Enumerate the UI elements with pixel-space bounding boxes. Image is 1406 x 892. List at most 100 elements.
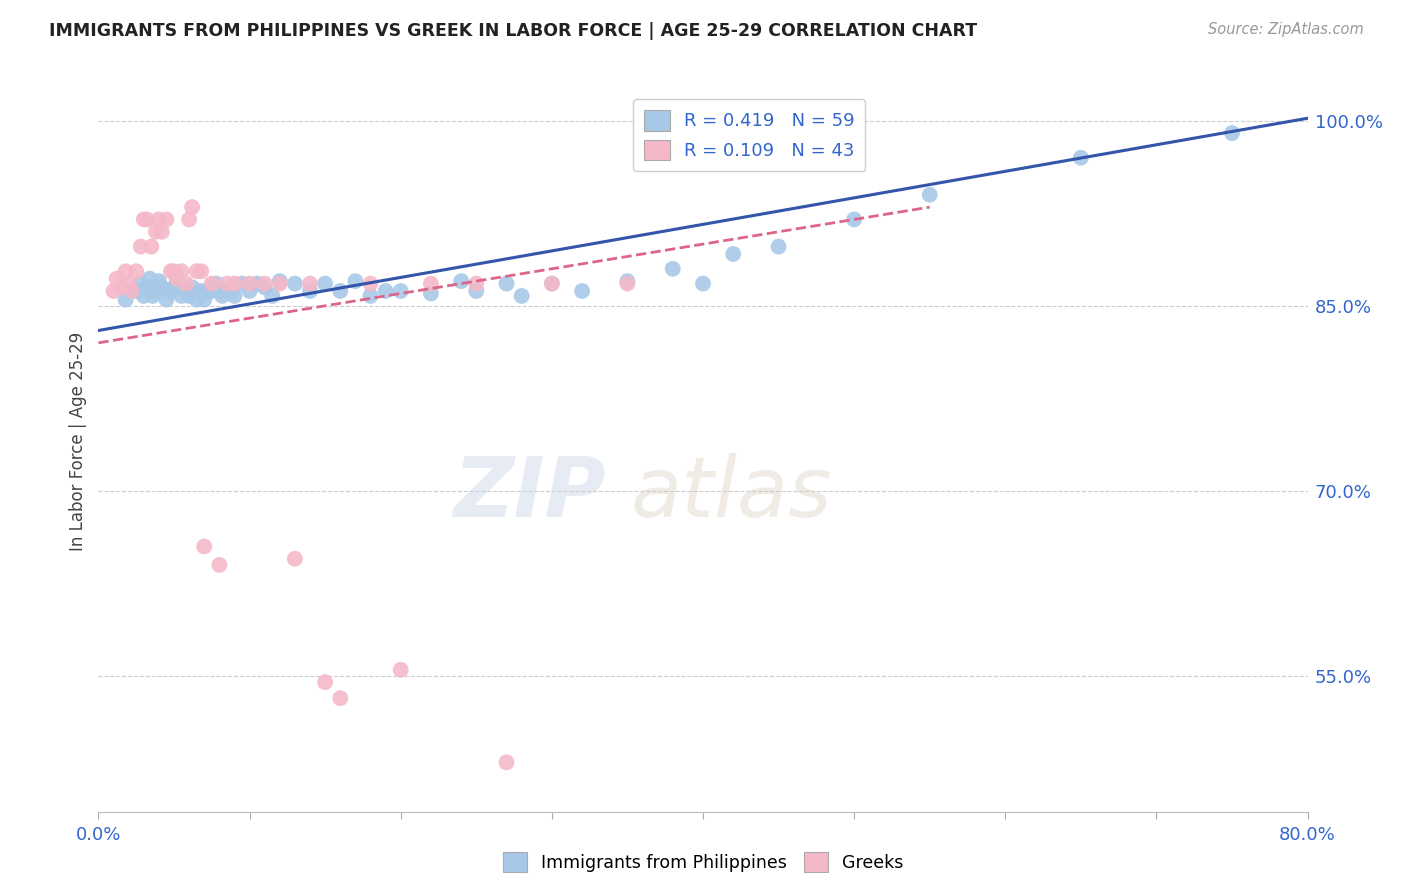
Point (205, 277, 228, 291)
Y-axis label: In Labor Force | Age 25-29: In Labor Force | Age 25-29 (69, 332, 87, 551)
Point (190, 264, 212, 278)
Point (844, 212, 866, 227)
Point (495, 756, 517, 770)
Point (420, 277, 443, 291)
Point (141, 239, 163, 253)
Point (918, 187, 941, 202)
Point (571, 284, 593, 298)
Point (299, 277, 322, 291)
Point (135, 212, 157, 227)
Point (211, 289, 233, 303)
Point (299, 284, 322, 298)
Point (163, 264, 186, 278)
Point (239, 277, 262, 291)
Point (616, 274, 638, 288)
Point (103, 284, 125, 298)
Point (284, 277, 307, 291)
Point (155, 212, 177, 227)
Point (193, 540, 215, 554)
Point (129, 239, 152, 253)
Point (231, 277, 253, 291)
Point (329, 284, 352, 298)
Point (145, 284, 167, 298)
Point (186, 293, 208, 307)
Point (224, 277, 246, 291)
Point (389, 663, 412, 677)
Point (114, 264, 136, 278)
Point (174, 277, 197, 291)
Point (148, 212, 170, 227)
Text: IMMIGRANTS FROM PHILIPPINES VS GREEK IN LABOR FORCE | AGE 25-29 CORRELATION CHAR: IMMIGRANTS FROM PHILIPPINES VS GREEK IN … (49, 22, 977, 40)
Point (181, 280, 204, 294)
Point (201, 284, 224, 298)
Point (661, 261, 683, 276)
Point (269, 277, 291, 291)
Point (174, 284, 197, 298)
Point (284, 551, 307, 566)
Point (239, 284, 262, 298)
Point (160, 264, 183, 278)
Point (269, 274, 291, 288)
Point (170, 264, 193, 278)
Point (329, 691, 352, 706)
Point (221, 284, 243, 298)
Point (208, 284, 231, 298)
Point (150, 225, 173, 239)
Point (195, 284, 218, 298)
Point (142, 289, 165, 303)
Point (155, 293, 177, 307)
Point (166, 274, 188, 288)
Point (121, 284, 143, 298)
Legend: R = 0.419   N = 59, R = 0.109   N = 43: R = 0.419 N = 59, R = 0.109 N = 43 (634, 99, 866, 171)
Point (253, 280, 276, 294)
Text: atlas: atlas (630, 453, 832, 534)
Point (110, 280, 132, 294)
Point (201, 277, 224, 291)
Point (692, 277, 714, 291)
Point (450, 274, 472, 288)
Point (179, 212, 201, 227)
Point (360, 289, 382, 303)
Point (262, 289, 284, 303)
Point (190, 284, 212, 298)
Point (374, 284, 396, 298)
Point (170, 289, 193, 303)
Point (616, 277, 638, 291)
Point (246, 277, 269, 291)
Point (208, 558, 231, 572)
Point (540, 277, 562, 291)
Point (1070, 151, 1092, 165)
Point (105, 271, 128, 285)
Point (465, 277, 488, 291)
Point (344, 274, 367, 288)
Point (163, 280, 186, 294)
Point (166, 271, 188, 285)
Point (1220, 126, 1243, 140)
Point (145, 225, 167, 239)
Point (215, 277, 238, 291)
Point (132, 289, 155, 303)
Point (139, 271, 162, 285)
Text: ZIP: ZIP (454, 453, 606, 534)
Point (495, 277, 517, 291)
Point (253, 277, 276, 291)
Point (768, 239, 790, 253)
Point (160, 284, 183, 298)
Point (314, 277, 336, 291)
Point (360, 277, 382, 291)
Point (118, 277, 141, 291)
Point (132, 212, 155, 227)
Point (723, 247, 745, 261)
Point (181, 200, 204, 214)
Point (114, 293, 136, 307)
Point (135, 280, 157, 294)
Point (215, 284, 238, 298)
Point (179, 289, 201, 303)
Point (186, 264, 208, 278)
Point (125, 264, 148, 278)
Point (125, 284, 148, 298)
Point (389, 284, 412, 298)
Point (150, 280, 173, 294)
Point (510, 289, 533, 303)
Point (224, 289, 246, 303)
